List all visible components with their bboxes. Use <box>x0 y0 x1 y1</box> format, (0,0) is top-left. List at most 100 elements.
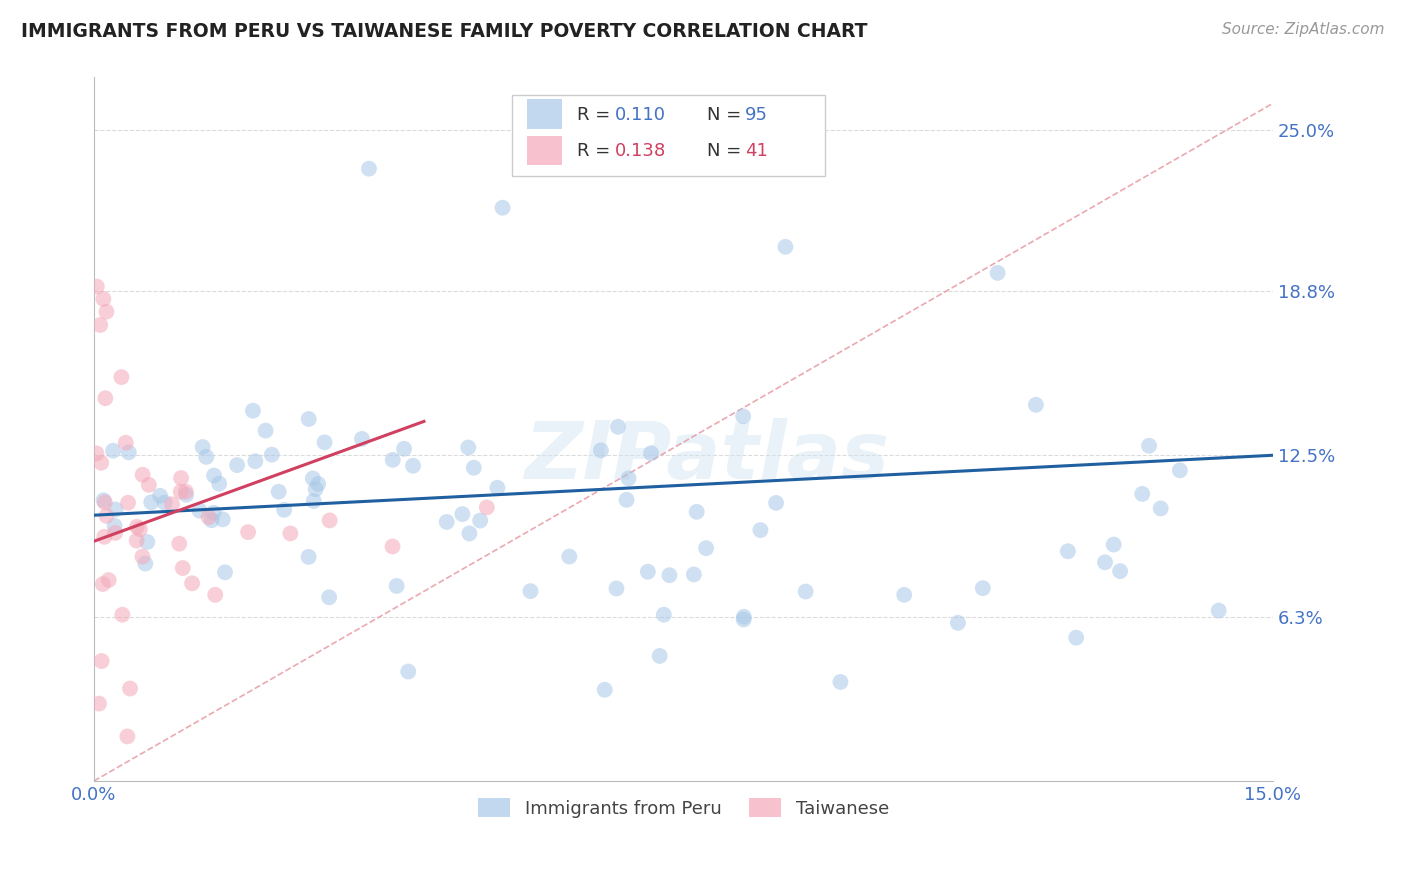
Text: 41: 41 <box>745 143 768 161</box>
Point <box>593 682 616 697</box>
Point <box>302 494 325 508</box>
Point <box>381 540 404 554</box>
Point <box>136 535 159 549</box>
Point <box>90 654 112 668</box>
Point <box>458 526 481 541</box>
Point <box>519 584 541 599</box>
Point <box>245 454 267 468</box>
Point <box>111 607 134 622</box>
Point <box>91 577 114 591</box>
Point <box>616 492 638 507</box>
Point <box>138 478 160 492</box>
Point <box>470 514 492 528</box>
Point <box>457 441 479 455</box>
Text: IMMIGRANTS FROM PERU VS TAIWANESE FAMILY POVERTY CORRELATION CHART: IMMIGRANTS FROM PERU VS TAIWANESE FAMILY… <box>21 22 868 41</box>
Point <box>131 549 153 564</box>
Point <box>236 525 259 540</box>
Point <box>94 391 117 405</box>
Point <box>125 520 148 534</box>
Point <box>1208 603 1230 617</box>
Point <box>830 675 852 690</box>
Point <box>86 446 108 460</box>
Point <box>972 581 994 595</box>
Point <box>475 500 498 515</box>
Point <box>1094 555 1116 569</box>
Point <box>617 471 640 485</box>
Point <box>134 557 156 571</box>
Point <box>436 515 458 529</box>
Point <box>242 403 264 417</box>
Point <box>110 370 132 384</box>
Point <box>683 567 706 582</box>
Point <box>114 435 136 450</box>
Point <box>396 665 419 679</box>
Point <box>652 607 675 622</box>
Point <box>93 530 115 544</box>
Point <box>89 318 111 332</box>
Point <box>558 549 581 564</box>
Legend: Immigrants from Peru, Taiwanese: Immigrants from Peru, Taiwanese <box>471 791 896 825</box>
Point <box>648 648 671 663</box>
Point <box>775 240 797 254</box>
Point <box>103 518 125 533</box>
Point <box>191 440 214 454</box>
Point <box>131 467 153 482</box>
Point <box>101 443 124 458</box>
Point <box>93 493 115 508</box>
Point <box>202 468 225 483</box>
Point <box>733 613 755 627</box>
Text: R =: R = <box>578 106 616 124</box>
Point <box>304 482 326 496</box>
Point <box>90 456 112 470</box>
Point <box>188 503 211 517</box>
Point <box>195 450 218 464</box>
Point <box>1137 439 1160 453</box>
Text: Source: ZipAtlas.com: Source: ZipAtlas.com <box>1222 22 1385 37</box>
Point <box>350 432 373 446</box>
Point <box>794 584 817 599</box>
Text: 0.110: 0.110 <box>614 106 666 124</box>
Text: 95: 95 <box>745 106 768 124</box>
Point <box>87 697 110 711</box>
Point <box>589 443 612 458</box>
FancyBboxPatch shape <box>512 95 825 176</box>
Point <box>201 513 224 527</box>
Point <box>125 533 148 548</box>
Point <box>267 484 290 499</box>
Point <box>104 525 127 540</box>
Point <box>174 484 197 499</box>
Point <box>97 573 120 587</box>
Point <box>893 588 915 602</box>
Point <box>402 458 425 473</box>
Point <box>463 460 485 475</box>
Point <box>1025 398 1047 412</box>
Point <box>605 582 627 596</box>
Point <box>392 442 415 456</box>
Point <box>96 508 118 523</box>
Point <box>607 419 630 434</box>
Point <box>226 458 249 472</box>
Point <box>658 568 681 582</box>
Point <box>211 512 233 526</box>
Point <box>1057 544 1080 558</box>
Point <box>170 471 193 485</box>
Point <box>1168 463 1191 477</box>
Point <box>298 412 321 426</box>
Point <box>96 304 118 318</box>
Text: N =: N = <box>707 143 747 161</box>
Point <box>385 579 408 593</box>
Point <box>318 513 340 527</box>
Point <box>685 505 707 519</box>
Point <box>318 591 340 605</box>
Point <box>987 266 1010 280</box>
Point <box>202 506 225 520</box>
Point <box>1102 537 1125 551</box>
Point <box>149 489 172 503</box>
Point <box>273 503 295 517</box>
Point <box>765 496 787 510</box>
Point <box>172 561 194 575</box>
Point <box>129 522 152 536</box>
Point <box>170 484 193 499</box>
Point <box>254 424 277 438</box>
Point <box>297 549 319 564</box>
